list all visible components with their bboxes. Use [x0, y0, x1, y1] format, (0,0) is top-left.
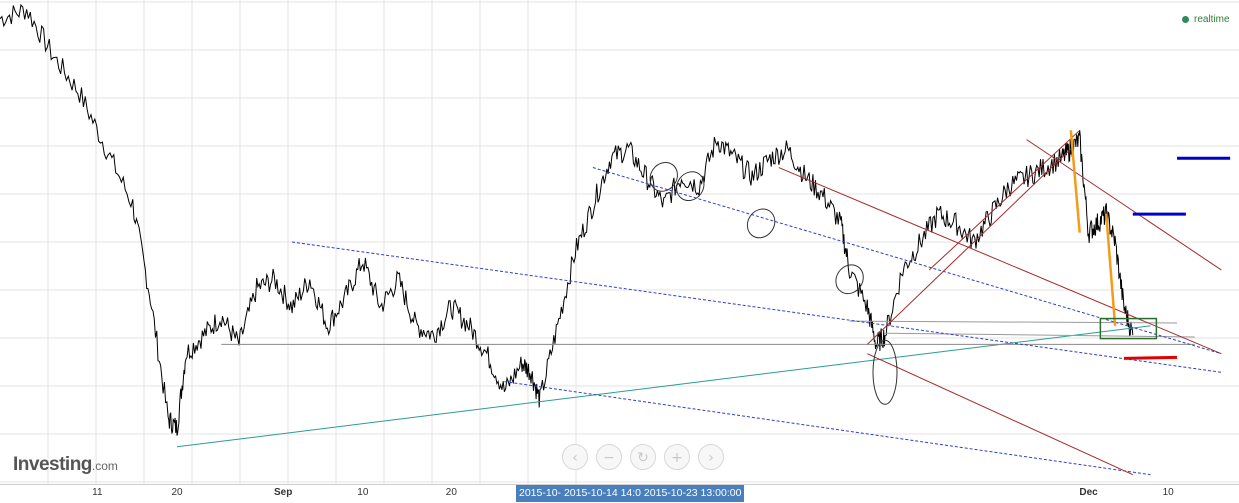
realtime-indicator: realtime: [1182, 14, 1230, 25]
realtime-label: realtime: [1194, 14, 1230, 25]
logo-main: Investing: [13, 454, 92, 475]
ellipse-4-annotation: [835, 264, 864, 295]
x-tick-label: 11: [92, 487, 103, 498]
price-series-line: [0, 3, 1134, 436]
ellipse-2-annotation: [676, 171, 705, 202]
red-channel-3-trendline: [867, 353, 1134, 476]
orange-drop-2-trendline: [1105, 213, 1117, 326]
x-tick-label: 10: [1162, 487, 1174, 498]
chart-controls: ‹ − ↻ + ›: [562, 444, 724, 470]
scroll-left-button[interactable]: ‹: [562, 444, 588, 470]
x-tick-label: 10: [357, 487, 369, 498]
zoom-out-button[interactable]: −: [596, 444, 622, 470]
red-up-2-trendline: [928, 129, 1081, 271]
realtime-dot-icon: [1182, 16, 1189, 23]
investing-logo: Investing.com: [13, 454, 118, 476]
orange-drop-1-trendline: [1069, 130, 1081, 233]
ellipse-3-annotation: [746, 208, 776, 239]
x-tick-label: 20: [171, 487, 183, 498]
scroll-right-button[interactable]: ›: [698, 444, 724, 470]
grey-level-2-trendline: [884, 332, 1195, 338]
grey-level-1-trendline: [849, 320, 1178, 324]
support-teal-trendline: [176, 325, 1151, 448]
x-tick-label: 20: [445, 487, 457, 498]
crosshair-date-label: 2015-10- 2015-10-14 14:0 2015-10-23 13:0…: [516, 485, 745, 502]
box-green-annotation: [1099, 317, 1158, 340]
reset-button[interactable]: ↻: [630, 444, 656, 470]
dotted-channel-lower-trendline: [504, 381, 1151, 476]
x-tick-label: Dec: [1079, 487, 1098, 498]
red-channel-2-trendline: [1026, 139, 1222, 271]
dotted-channel-upper-trendline: [291, 241, 1222, 373]
logo-suffix: .com: [91, 459, 118, 473]
red-level-trendline: [1123, 355, 1178, 360]
ellipse-1-annotation: [649, 161, 678, 192]
dotted-channel-mid-trendline: [592, 167, 1222, 355]
red-up-1-trendline: [866, 148, 1072, 345]
zoom-in-button[interactable]: +: [664, 444, 690, 470]
red-channel-1-trendline: [778, 167, 1222, 355]
ellipse-5-annotation: [872, 339, 898, 405]
x-tick-label: Sep: [274, 487, 293, 498]
